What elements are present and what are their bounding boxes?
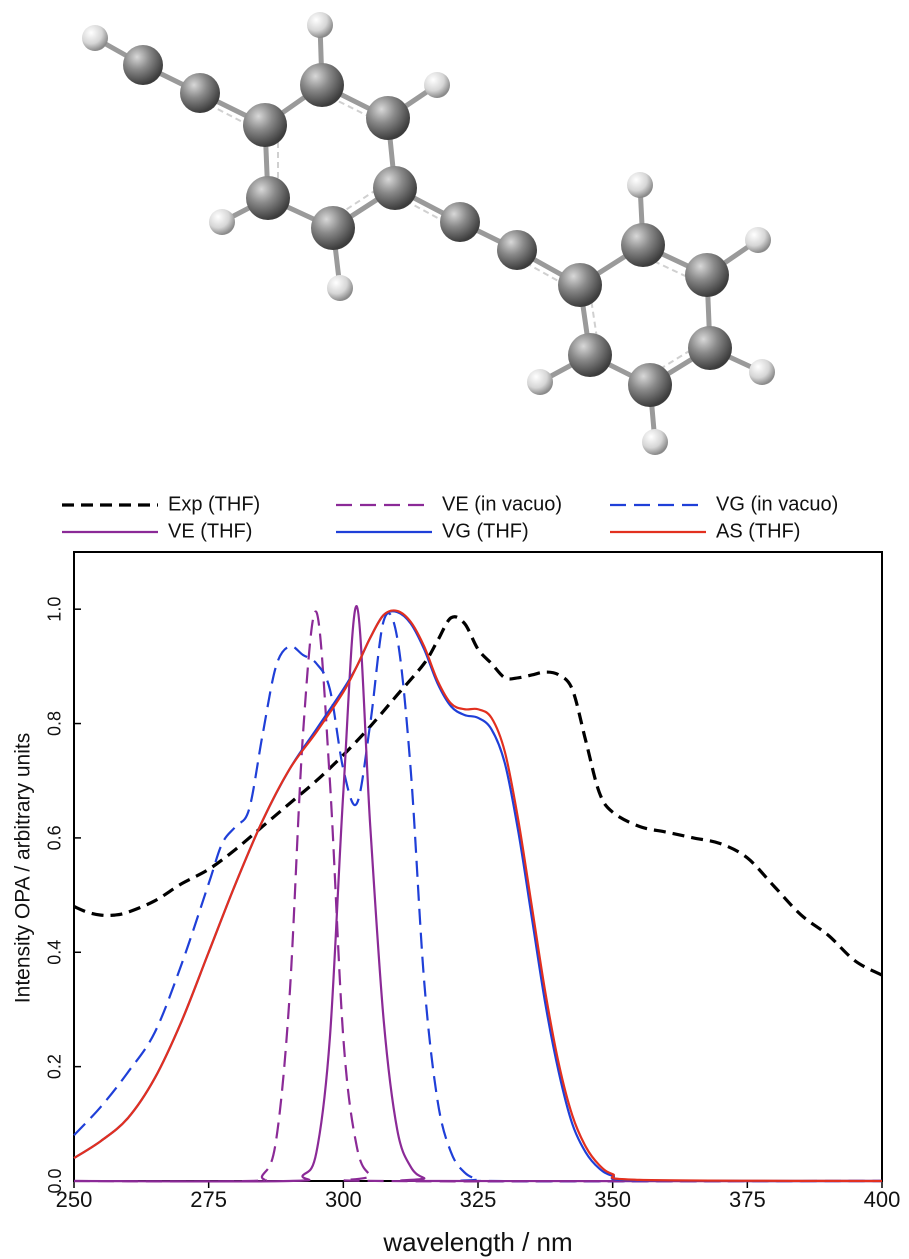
y-tick-label: 0.8 — [45, 711, 65, 736]
x-tick-label: 400 — [864, 1187, 901, 1212]
x-tick-label: 275 — [190, 1187, 227, 1212]
molecule — [82, 12, 775, 455]
x-axis-label: wavelength / nm — [382, 1227, 572, 1257]
y-tick-label: 1.0 — [45, 597, 65, 622]
series-line — [74, 606, 882, 1181]
figure: wavelength / nm Intensity OPA / arbitrar… — [0, 0, 909, 1259]
series-line — [74, 611, 882, 1181]
series-line — [74, 613, 882, 1181]
y-tick-label: 0.2 — [45, 1054, 65, 1079]
y-tick-label: 0.6 — [45, 825, 65, 850]
y-tick-label: 0.0 — [45, 1168, 65, 1193]
series-line — [74, 611, 882, 1181]
legend-label: VE (in vacuo) — [442, 493, 562, 515]
atoms — [82, 12, 775, 455]
x-tick-label: 300 — [325, 1187, 362, 1212]
series-line — [74, 610, 882, 1181]
x-tick-label: 325 — [460, 1187, 497, 1212]
legend-label: AS (THF) — [716, 520, 800, 542]
y-axis-label: Intensity OPA / arbitrary units — [12, 733, 35, 1003]
legend-label: VG (THF) — [442, 520, 529, 542]
legend-label: Exp (THF) — [168, 493, 260, 515]
x-tick-label: 375 — [729, 1187, 766, 1212]
x-tick-label: 350 — [594, 1187, 631, 1212]
legend-label: VG (in vacuo) — [716, 493, 838, 515]
legend-label: VE (THF) — [168, 520, 252, 542]
y-tick-label: 0.4 — [45, 940, 65, 965]
